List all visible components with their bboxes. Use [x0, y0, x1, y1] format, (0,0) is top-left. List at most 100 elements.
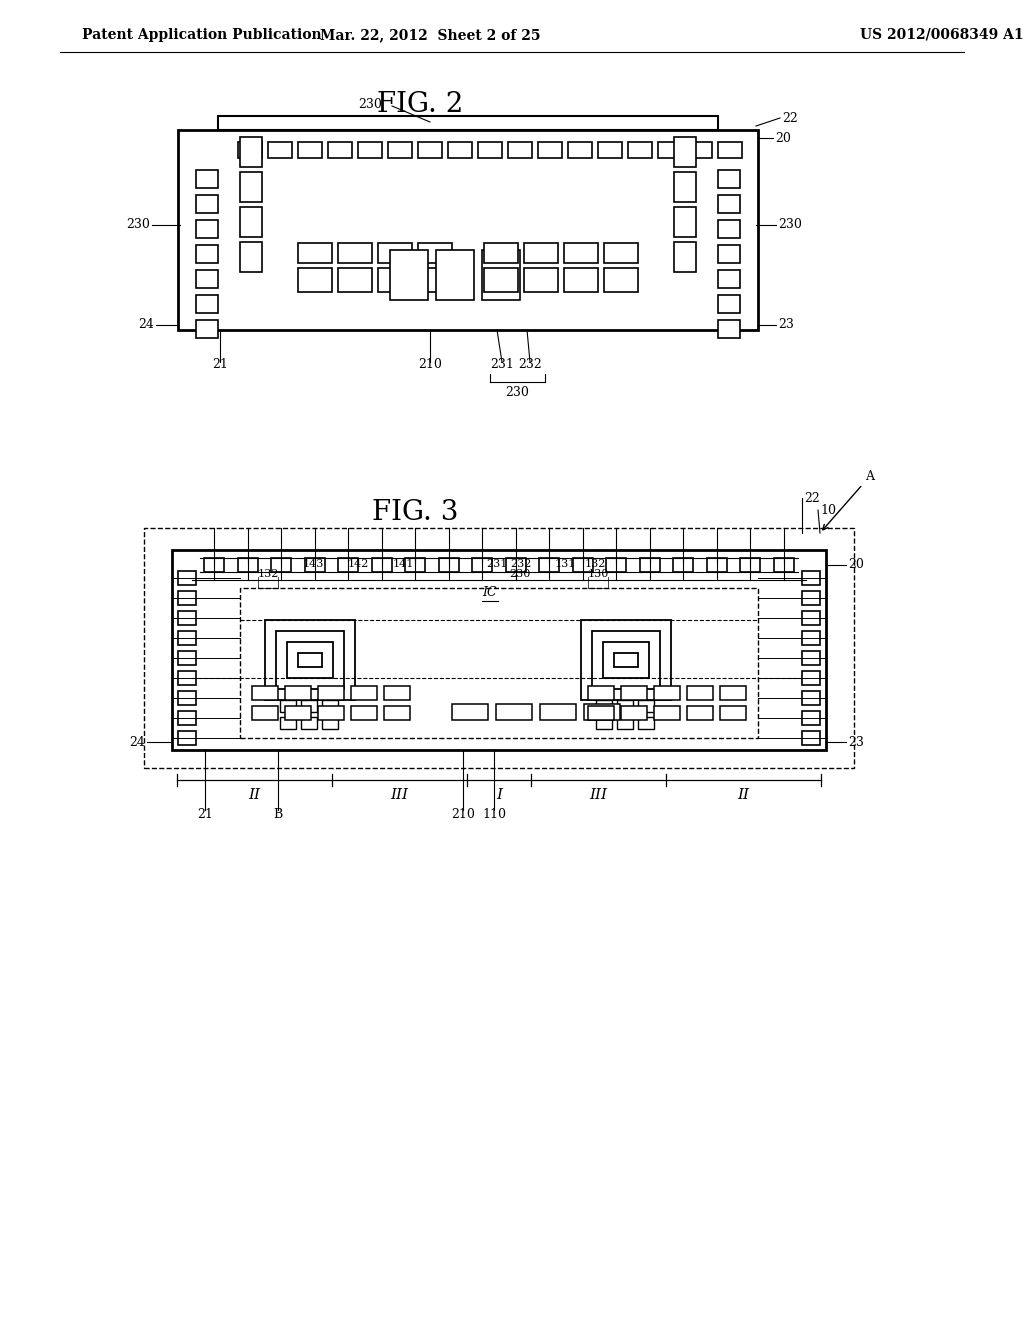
- Bar: [484, 243, 518, 263]
- Bar: [144, 528, 854, 768]
- Bar: [564, 268, 598, 292]
- Bar: [598, 143, 622, 158]
- Bar: [351, 686, 377, 700]
- Bar: [774, 558, 794, 572]
- Bar: [802, 731, 820, 744]
- Text: 131: 131: [554, 558, 575, 569]
- Bar: [524, 268, 558, 292]
- Bar: [218, 116, 718, 129]
- Bar: [280, 717, 296, 729]
- Bar: [654, 706, 680, 719]
- Bar: [606, 558, 627, 572]
- Bar: [707, 558, 727, 572]
- Bar: [287, 642, 333, 678]
- Bar: [621, 706, 647, 719]
- Text: 23: 23: [848, 735, 864, 748]
- Bar: [358, 143, 382, 158]
- Text: 20: 20: [775, 132, 791, 144]
- Text: I: I: [496, 788, 502, 803]
- Bar: [604, 268, 638, 292]
- Bar: [688, 143, 712, 158]
- Bar: [617, 700, 633, 711]
- Text: 210: 210: [418, 359, 442, 371]
- Bar: [449, 143, 472, 158]
- Text: 23: 23: [778, 318, 794, 331]
- Bar: [496, 704, 532, 719]
- Text: 110: 110: [482, 808, 506, 821]
- Bar: [484, 268, 518, 292]
- Bar: [418, 143, 442, 158]
- Bar: [640, 558, 659, 572]
- Bar: [740, 558, 761, 572]
- Bar: [588, 706, 614, 719]
- Bar: [718, 294, 740, 313]
- Bar: [388, 143, 412, 158]
- Bar: [540, 704, 575, 719]
- Bar: [390, 249, 428, 300]
- Bar: [802, 631, 820, 645]
- Text: II: II: [737, 788, 750, 803]
- Bar: [378, 243, 412, 263]
- Bar: [384, 686, 410, 700]
- Bar: [378, 268, 412, 292]
- Bar: [178, 690, 196, 705]
- Bar: [540, 558, 559, 572]
- Bar: [584, 704, 620, 719]
- Bar: [178, 591, 196, 605]
- Bar: [298, 653, 322, 667]
- Bar: [802, 611, 820, 624]
- Bar: [338, 558, 358, 572]
- Text: 20: 20: [848, 558, 864, 572]
- Bar: [802, 572, 820, 585]
- Bar: [478, 143, 502, 158]
- Text: 24: 24: [138, 318, 154, 331]
- Bar: [240, 172, 262, 202]
- Bar: [572, 558, 593, 572]
- Bar: [802, 651, 820, 665]
- Bar: [802, 671, 820, 685]
- Text: A: A: [823, 470, 874, 529]
- Text: 24: 24: [129, 735, 145, 748]
- Bar: [301, 717, 317, 729]
- Bar: [538, 143, 562, 158]
- Bar: [372, 558, 391, 572]
- Bar: [196, 195, 218, 213]
- Bar: [406, 558, 425, 572]
- Text: 230: 230: [778, 219, 802, 231]
- Bar: [338, 268, 372, 292]
- Bar: [240, 137, 262, 168]
- Text: 231: 231: [486, 558, 508, 569]
- Bar: [588, 686, 614, 700]
- Text: III: III: [590, 788, 607, 803]
- Text: 231: 231: [490, 359, 514, 371]
- Bar: [196, 170, 218, 187]
- Bar: [304, 558, 325, 572]
- Bar: [276, 631, 344, 689]
- Text: B: B: [273, 808, 283, 821]
- Bar: [178, 631, 196, 645]
- Bar: [418, 243, 452, 263]
- Bar: [718, 220, 740, 238]
- Bar: [568, 143, 592, 158]
- Bar: [322, 717, 338, 729]
- Bar: [298, 243, 332, 263]
- Bar: [674, 137, 696, 168]
- Bar: [564, 243, 598, 263]
- Bar: [238, 143, 262, 158]
- Bar: [581, 620, 671, 700]
- Text: 22: 22: [782, 111, 798, 124]
- Text: 230: 230: [505, 385, 529, 399]
- Bar: [178, 711, 196, 725]
- Bar: [178, 129, 758, 330]
- Bar: [718, 170, 740, 187]
- Bar: [178, 651, 196, 665]
- Bar: [802, 690, 820, 705]
- Bar: [628, 143, 652, 158]
- Bar: [674, 172, 696, 202]
- Text: IC: IC: [482, 586, 498, 599]
- Bar: [436, 249, 474, 300]
- Bar: [506, 558, 525, 572]
- Text: 22: 22: [804, 491, 820, 504]
- Bar: [596, 717, 612, 729]
- Bar: [322, 700, 338, 711]
